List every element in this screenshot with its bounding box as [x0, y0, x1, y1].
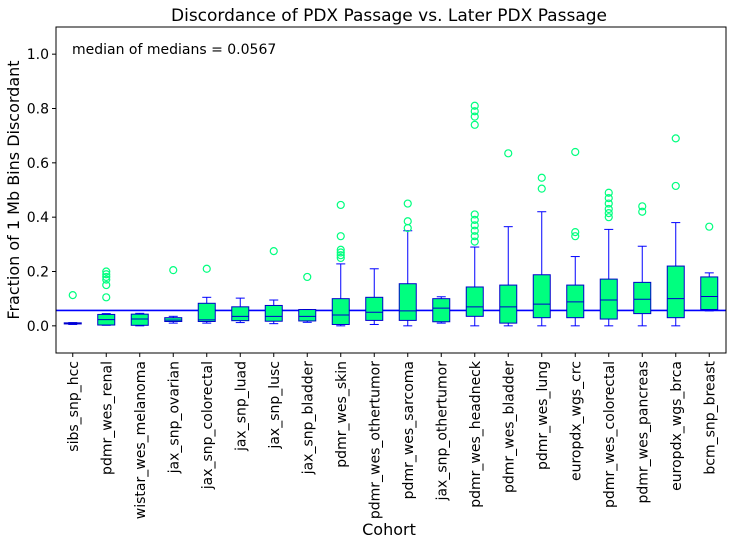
- outlier-point: [336, 232, 345, 241]
- outlier-point: [336, 200, 345, 210]
- outlier-point: [403, 199, 412, 208]
- outlier-point: [470, 120, 479, 129]
- x-tick-label: pdmr_wes_othertumor: [367, 361, 383, 519]
- x-tick-label: jax_snp_colorectal: [200, 361, 216, 490]
- y-tick-label: 0.4: [27, 210, 49, 226]
- outlier-point: [604, 188, 613, 197]
- outlier-point: [604, 208, 613, 218]
- outlier-point: [671, 134, 680, 143]
- box-iqr: [532, 274, 551, 319]
- plot-area: [56, 101, 726, 327]
- x-tick-label: sibs_snp_hcc: [66, 361, 82, 452]
- x-tick-label: europdx_wgs_crc: [568, 361, 584, 481]
- x-axis-label: Cohort: [362, 520, 416, 539]
- outlier-point: [537, 184, 546, 193]
- outlier-point: [537, 173, 546, 182]
- outlier-point: [303, 272, 312, 282]
- outlier-point: [102, 280, 111, 290]
- y-tick-label: 0.2: [27, 265, 49, 281]
- outlier-point: [470, 226, 479, 235]
- outlier-point: [470, 215, 479, 224]
- box-iqr: [566, 284, 585, 319]
- outlier-point: [169, 266, 178, 275]
- box-iqr: [666, 265, 685, 319]
- outlier-point: [638, 202, 647, 211]
- x-tick-label: bcm_snp_breast: [702, 360, 718, 474]
- box-iqr: [231, 306, 250, 322]
- outlier-point: [202, 264, 211, 273]
- x-tick-label: jax_snp_bladder: [300, 361, 316, 476]
- y-tick-label: 0.8: [27, 102, 49, 118]
- outlier-point: [571, 228, 580, 237]
- y-tick-label: 0.6: [27, 156, 49, 172]
- box-iqr: [633, 281, 652, 315]
- outlier-point: [68, 291, 77, 300]
- outlier-point: [102, 267, 111, 276]
- x-tick-label: pdmr_wes_sarcoma: [401, 361, 417, 499]
- outlier-point: [336, 251, 345, 260]
- outlier-point: [470, 221, 479, 230]
- box-iqr: [264, 304, 283, 322]
- box-iqr: [398, 283, 417, 321]
- x-tick-label: jax_snp_lusc: [267, 361, 283, 450]
- outlier-point: [638, 207, 647, 216]
- outlier-point: [269, 247, 278, 256]
- chart-title: Discordance of PDX Passage vs. Later PDX…: [171, 6, 607, 26]
- outlier-point: [604, 213, 613, 222]
- box-iqr: [499, 284, 518, 324]
- outlier-point: [470, 107, 479, 116]
- x-tick-label: pdmr_wes_skin: [334, 361, 350, 468]
- outlier-point: [571, 232, 580, 241]
- outlier-point: [336, 253, 345, 263]
- outlier-point: [403, 217, 412, 226]
- x-tick-label: jax_snp_othertumor: [434, 361, 450, 502]
- outlier-point: [671, 181, 680, 191]
- outlier-point: [705, 222, 714, 231]
- box-iqr: [365, 296, 384, 321]
- outlier-point: [571, 147, 580, 157]
- y-tick-label: 1.0: [27, 47, 49, 63]
- x-tick-label: pdmr_wes_colorectal: [602, 361, 618, 508]
- x-tick-label: pdmr_wes_pancreas: [635, 361, 651, 504]
- box-iqr: [130, 313, 149, 326]
- outlier-point: [102, 275, 111, 284]
- x-tick-label: europdx_wgs_brca: [669, 361, 685, 491]
- x-tick-label: pdmr_wes_bladder: [501, 361, 517, 493]
- box-iqr: [432, 298, 451, 323]
- outlier-point: [470, 232, 479, 241]
- box-iqr: [298, 309, 317, 322]
- outlier-point: [470, 237, 479, 246]
- outlier-point: [604, 204, 613, 214]
- outlier-point: [604, 199, 613, 208]
- x-tick-label: jax_snp_ovarian: [166, 361, 182, 474]
- x-tick-label: pdmr_wes_lung: [535, 361, 551, 470]
- outlier-point: [604, 194, 613, 203]
- x-tick-label: jax_snp_luad: [233, 361, 249, 452]
- box-iqr: [599, 278, 618, 320]
- outlier-point: [102, 270, 111, 279]
- outlier-point: [470, 112, 479, 121]
- box-iqr: [465, 286, 484, 317]
- outlier-point: [102, 293, 111, 302]
- outlier-point: [336, 245, 345, 254]
- x-tick-label: wistar_wes_melanoma: [133, 361, 149, 519]
- box-iqr: [331, 298, 350, 325]
- outlier-point: [470, 101, 479, 110]
- y-tick-label: 0.0: [27, 319, 49, 335]
- box-iqr: [700, 276, 719, 311]
- outlier-point: [470, 210, 479, 219]
- x-tick-label: pdmr_wes_renal: [99, 361, 115, 475]
- box-iqr: [164, 317, 183, 322]
- plot-frame: [55, 26, 727, 354]
- box-iqr: [197, 302, 216, 322]
- outlier-point: [336, 248, 345, 257]
- y-axis-label: Fraction of 1 Mb Bins Discordant: [4, 60, 23, 319]
- outlier-point: [102, 272, 111, 282]
- outlier-point: [504, 149, 513, 158]
- median-annotation: median of medians = 0.0567: [72, 42, 276, 58]
- x-tick-label: pdmr_wes_headneck: [468, 360, 484, 508]
